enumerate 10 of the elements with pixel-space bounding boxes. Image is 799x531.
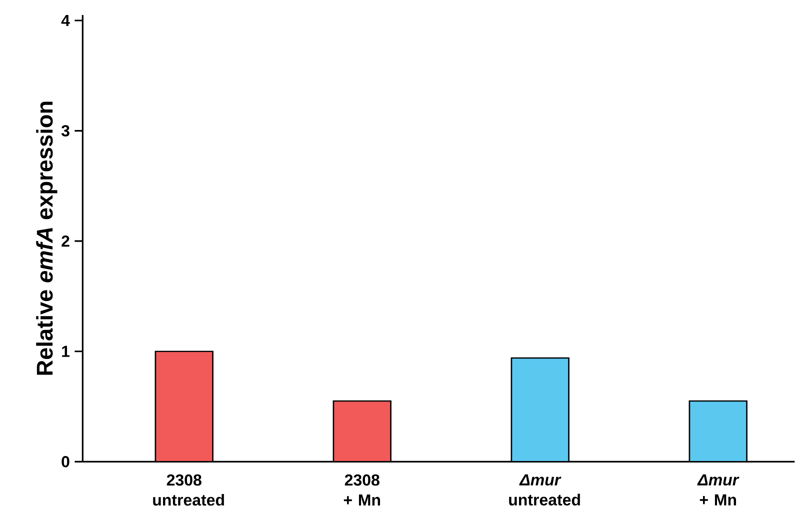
y-tick-label: 1 (62, 346, 70, 357)
y-tick-label: 3 (61, 125, 70, 136)
y-tick-label: 2 (62, 235, 70, 247)
y-axis-title: Relative emfA expression (36, 102, 58, 375)
x-tick-label: 2308 untreated (153, 474, 224, 506)
x-tick-label: 2308 + Mn (344, 474, 380, 506)
y-tick-label: 4 (61, 15, 70, 26)
x-tick-label: Δmur untreated (509, 474, 580, 506)
y-tick-label: 0 (62, 456, 70, 468)
x-tick-label: Δmur + Mn (697, 474, 740, 506)
